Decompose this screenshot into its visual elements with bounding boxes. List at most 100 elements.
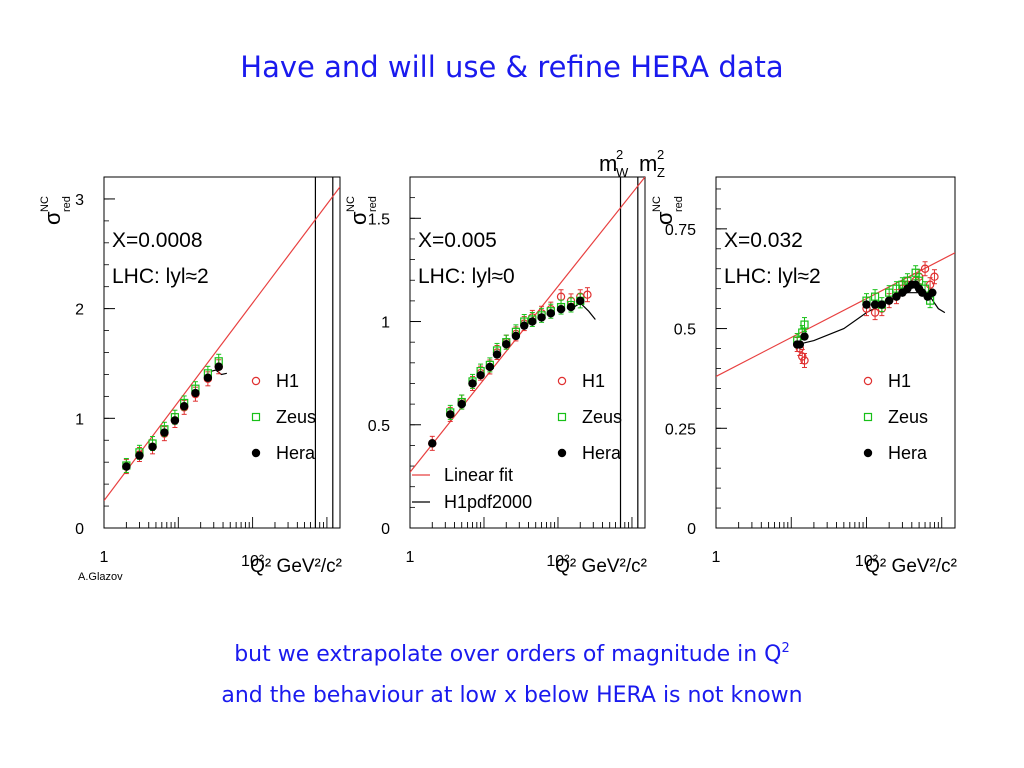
legend-label-hera: Hera (276, 443, 316, 463)
x-tick-label: 10² (546, 553, 570, 570)
h1pdf2000-curve (570, 302, 596, 320)
data-point-hera (537, 313, 546, 322)
y-tick-label: 2 (75, 302, 84, 319)
y-axis-sigma: σ (652, 211, 677, 225)
data-point-h1 (800, 356, 809, 365)
panel-lhc-label: LHC: lyl≈0 (418, 265, 515, 288)
data-point-hera (566, 302, 576, 312)
y-axis-label: σNC red (39, 196, 73, 225)
legend-marker-zeus (863, 412, 873, 422)
legend-marker-hera (863, 448, 873, 458)
data-point-hera (502, 340, 511, 349)
y-axis-label: σNC red (345, 196, 379, 225)
data-point-hera (160, 428, 169, 437)
data-point-h1 (930, 272, 939, 281)
data-point-hera (148, 442, 157, 452)
legend-marker-h1 (557, 376, 567, 386)
mz-superscript: 2 (657, 147, 664, 162)
caption-line-1: but we extrapolate over orders of magnit… (0, 628, 1024, 675)
legend-label-h1: H1 (888, 371, 911, 391)
legend-label-fit: Linear fit (444, 465, 513, 485)
legend-marker-hera (557, 448, 567, 458)
plot-frame (409, 176, 646, 529)
mz-subscript: Z (657, 165, 665, 180)
data-point-hera (576, 296, 585, 306)
data-point-hera (800, 332, 809, 341)
data-point-hera (492, 350, 502, 359)
mw-label: m (599, 151, 617, 176)
legend-label-hera: Hera (582, 443, 622, 463)
legend-marker-h1 (863, 376, 873, 386)
data-point-hera (179, 402, 189, 411)
mw-superscript: 2 (616, 147, 623, 162)
data-point-h1 (798, 352, 807, 361)
series-h1 (428, 287, 592, 451)
legend-marker-hera (251, 448, 261, 458)
legend-label-zeus: Zeus (582, 407, 622, 427)
data-point-hera (468, 379, 477, 388)
data-point-hera (862, 300, 871, 309)
caption-line-2: and the behaviour at low x below HERA is… (221, 683, 803, 708)
data-point-hera (795, 340, 805, 349)
y-tick-label: 0 (75, 521, 84, 538)
data-point-hera (884, 296, 894, 305)
y-axis-superscript: NC (345, 196, 357, 212)
legend-label-theory: H1pdf2000 (444, 492, 532, 512)
series-hera (122, 362, 223, 471)
data-point-hera (485, 362, 495, 372)
data-point-hera (446, 410, 455, 419)
x-tick-label: 10² (855, 553, 879, 570)
x-tick-label: 1 (406, 549, 415, 566)
x-tick-label: 10² (241, 553, 265, 570)
data-region (410, 177, 645, 473)
data-point-hera (457, 399, 466, 409)
data-point-hera (877, 300, 887, 309)
y-axis-label: σNC red (651, 196, 685, 225)
author-credit: A.Glazov (78, 571, 123, 583)
data-point-hera (170, 416, 180, 425)
data-point-hera (135, 451, 144, 460)
data-point-hera (511, 331, 521, 341)
legend-label-h1: H1 (582, 371, 605, 391)
x-tick-label: 1 (712, 549, 721, 566)
y-tick-label: 0 (381, 521, 390, 538)
data-point-hera (546, 309, 556, 318)
data-point-zeus (870, 292, 880, 301)
panel-x-label: X=0.0008 (112, 229, 203, 252)
legend: H1 Zeus Hera (251, 371, 316, 463)
data-point-hera (528, 317, 537, 326)
y-tick-label: 1.5 (368, 211, 390, 228)
panel-lhc-label: LHC: lyl≈2 (724, 265, 821, 288)
y-tick-label: 0.5 (368, 418, 390, 435)
x-axis-label: Q² GeV²/c² (250, 556, 342, 577)
y-axis-superscript: NC (651, 196, 663, 212)
panel-x-label: X=0.032 (724, 229, 803, 252)
data-point-hera (428, 439, 437, 448)
y-tick-label: 1 (75, 411, 84, 428)
data-region (716, 252, 955, 377)
y-tick-label: 0.25 (665, 421, 696, 438)
y-axis-subscript: red (61, 196, 73, 212)
legend-label-zeus: Zeus (276, 407, 316, 427)
data-point-hera (928, 288, 937, 297)
y-tick-label: 0.5 (674, 322, 696, 339)
y-tick-label: 3 (75, 192, 84, 209)
data-point-hera (870, 300, 880, 309)
series-hera (428, 296, 585, 448)
data-point-h1 (920, 264, 930, 273)
legend-marker-zeus (251, 412, 261, 422)
data-point-h1 (583, 290, 592, 299)
panel-lhc-label: LHC: lyl≈2 (112, 265, 209, 288)
legend-label-zeus: Zeus (888, 407, 928, 427)
y-axis-subscript: red (367, 196, 379, 212)
mass-labels: m2W m 2Z (599, 147, 665, 180)
legend-marker-h1 (251, 376, 261, 386)
legend-label-h1: H1 (276, 371, 299, 391)
data-point-zeus (911, 268, 920, 277)
data-point-hera (476, 371, 485, 380)
mz-label: m (639, 151, 657, 176)
y-axis-subscript: red (673, 196, 685, 212)
